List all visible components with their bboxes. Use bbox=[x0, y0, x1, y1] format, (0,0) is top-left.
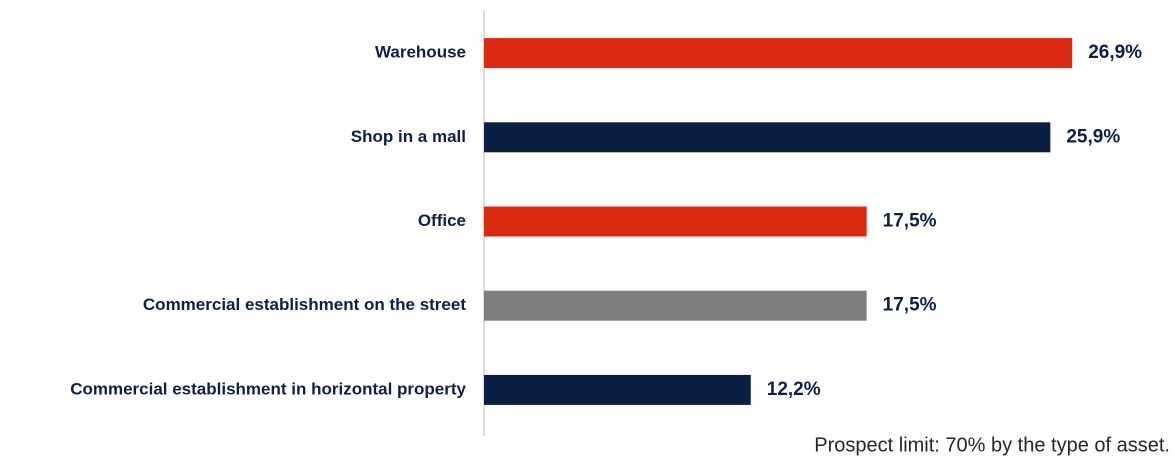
category-label: Commercial establishment on the street bbox=[143, 295, 466, 314]
bar bbox=[484, 38, 1073, 69]
value-label: 25,9% bbox=[1066, 126, 1120, 147]
category-label: Office bbox=[418, 211, 466, 230]
category-label: Warehouse bbox=[375, 43, 466, 62]
bar bbox=[484, 374, 751, 405]
annotation: Prospect limit: 70% by the type of asset… bbox=[814, 434, 1170, 456]
value-label: 26,9% bbox=[1088, 42, 1142, 63]
value-label: 17,5% bbox=[883, 295, 937, 316]
category-label: Shop in a mall bbox=[351, 127, 466, 146]
value-label: 12,2% bbox=[767, 379, 821, 400]
value-label: 17,5% bbox=[883, 211, 937, 232]
bar bbox=[484, 206, 867, 237]
bar bbox=[484, 290, 867, 321]
category-label: Commercial establishment in horizontal p… bbox=[70, 379, 466, 398]
bar bbox=[484, 122, 1051, 153]
